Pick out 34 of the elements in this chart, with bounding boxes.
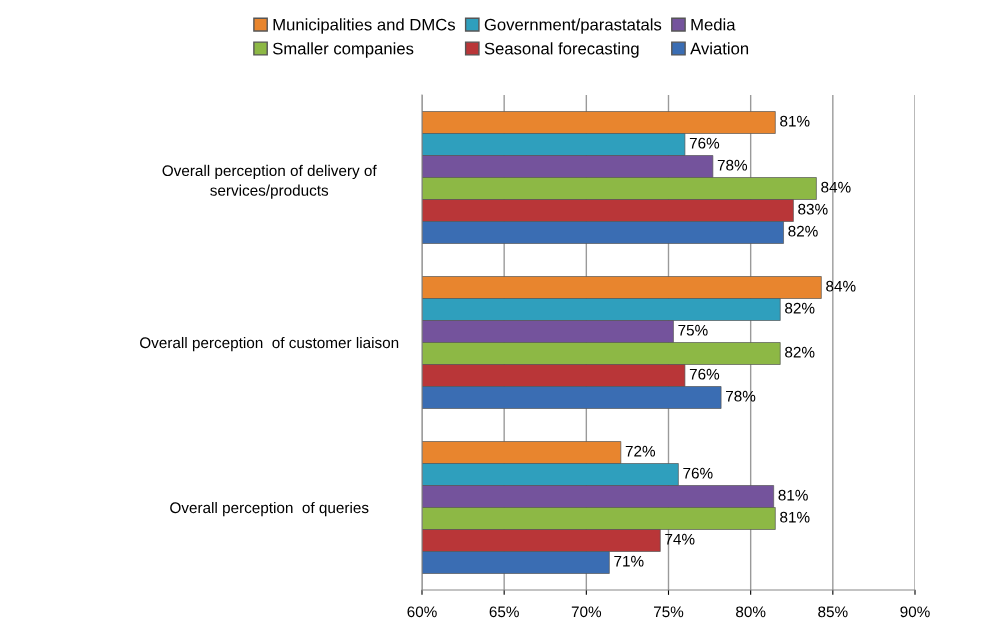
data-label: 82% bbox=[785, 346, 815, 358]
x-tick-label: 75% bbox=[653, 606, 684, 618]
legend-label: Municipalities and DMCs bbox=[273, 18, 456, 34]
legend-label: Aviation bbox=[690, 42, 749, 55]
data-label: 83% bbox=[798, 203, 828, 215]
data-label: 84% bbox=[826, 280, 856, 292]
legend-label: Government/parastatals bbox=[484, 18, 662, 34]
data-label: 76% bbox=[683, 467, 713, 479]
data-label: 74% bbox=[665, 533, 695, 545]
x-tick-label: 85% bbox=[818, 606, 848, 618]
y-tick-label: Overall perception of queries bbox=[170, 501, 369, 517]
legend-label: Smaller companies bbox=[272, 42, 414, 58]
data-label: 75% bbox=[678, 324, 708, 336]
data-label: 81% bbox=[778, 489, 808, 501]
data-label: 82% bbox=[788, 225, 818, 237]
data-label: 71% bbox=[614, 555, 644, 567]
data-label: 72% bbox=[625, 445, 656, 457]
x-tick-label: 65% bbox=[489, 606, 519, 618]
data-label: 78% bbox=[717, 159, 748, 171]
data-label: 84% bbox=[821, 181, 851, 193]
x-tick-label: 70% bbox=[571, 606, 602, 618]
legend-label: Seasonal forecasting bbox=[484, 42, 639, 58]
data-label: 76% bbox=[689, 137, 720, 149]
x-tick-label: 80% bbox=[736, 606, 766, 618]
x-tick-label: 90% bbox=[900, 606, 930, 618]
y-tick-label: Overall perception of customer liaison bbox=[140, 336, 399, 352]
data-label: 81% bbox=[780, 115, 810, 127]
x-tick-label: 60% bbox=[407, 606, 437, 618]
data-label: 76% bbox=[689, 368, 720, 380]
data-label: 82% bbox=[785, 302, 815, 314]
data-label: 81% bbox=[780, 511, 810, 523]
y-tick-label: Overall perception of delivery of services/products bbox=[162, 164, 377, 199]
data-label: 78% bbox=[726, 390, 756, 402]
legend-label: Media bbox=[691, 18, 736, 31]
